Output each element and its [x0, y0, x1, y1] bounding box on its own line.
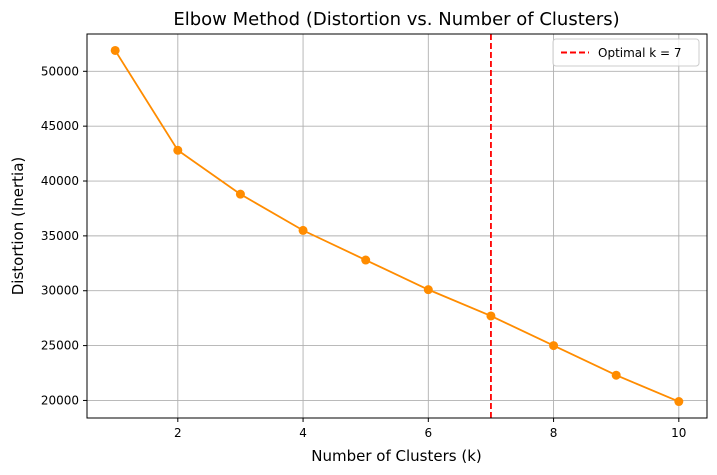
- data-point: [235, 189, 245, 199]
- series-layer: [110, 45, 684, 407]
- y-tick-label: 30000: [41, 284, 79, 298]
- x-tick-label: 4: [299, 426, 307, 440]
- y-tick-label: 35000: [41, 229, 79, 243]
- legend-label-optimal-k: Optimal k = 7: [598, 46, 682, 60]
- data-point: [611, 370, 621, 380]
- y-tick-label: 45000: [41, 119, 79, 133]
- data-point: [486, 311, 496, 321]
- legend: Optimal k = 7: [552, 38, 700, 67]
- x-tick-label: 6: [424, 426, 432, 440]
- x-tick-label: 8: [550, 426, 558, 440]
- distortion-line: [114, 49, 680, 403]
- x-ticks: 2 4 6 8 10: [174, 418, 686, 440]
- x-axis-title: Number of Clusters (k): [311, 447, 481, 465]
- data-point: [173, 145, 183, 155]
- y-tick-label: 20000: [41, 393, 79, 407]
- data-point: [423, 285, 433, 295]
- data-point: [549, 341, 559, 351]
- data-point: [674, 397, 684, 407]
- x-tick-label: 2: [174, 426, 182, 440]
- grid: [87, 34, 707, 418]
- data-point: [298, 225, 308, 235]
- y-tick-label: 50000: [41, 64, 79, 78]
- x-tick-label: 10: [671, 426, 686, 440]
- chart-title: Elbow Method (Distortion vs. Number of C…: [173, 9, 619, 30]
- data-point: [361, 255, 371, 265]
- y-tick-label: 25000: [41, 339, 79, 353]
- data-point: [110, 45, 120, 55]
- y-axis-title: Distortion (Inertia): [9, 157, 27, 296]
- legend-box: [552, 38, 700, 67]
- y-ticks: 20000 25000 30000 35000 40000 45000 50000: [41, 64, 87, 407]
- plot-frame: [86, 33, 708, 419]
- y-tick-label: 40000: [41, 174, 79, 188]
